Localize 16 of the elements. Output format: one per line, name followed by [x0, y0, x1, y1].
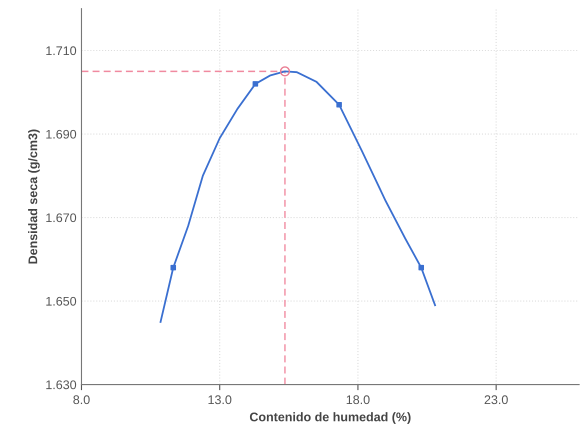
y-tick-label: 1.670 [46, 213, 76, 222]
y-tick-label: 1.650 [46, 296, 76, 306]
y-tick-label: 1.630 [46, 380, 76, 390]
point [280, 66, 290, 76]
y-tick-label: 1.710 [46, 46, 76, 56]
y-tick-label: 1.690 [46, 130, 76, 139]
x-tick-label: 8.0 [73, 395, 90, 404]
x-axis-title: Contenido de humedad (%) [250, 412, 411, 424]
point [418, 264, 424, 270]
x-tick-label: 23.0 [484, 395, 508, 404]
x-tick-label: 18.0 [346, 395, 370, 404]
x-tick-label: 13.0 [208, 395, 232, 404]
point [170, 264, 176, 270]
point [336, 102, 342, 108]
point [252, 81, 258, 87]
y-axis-title: Densidad seca (g/cm3) [28, 130, 40, 264]
